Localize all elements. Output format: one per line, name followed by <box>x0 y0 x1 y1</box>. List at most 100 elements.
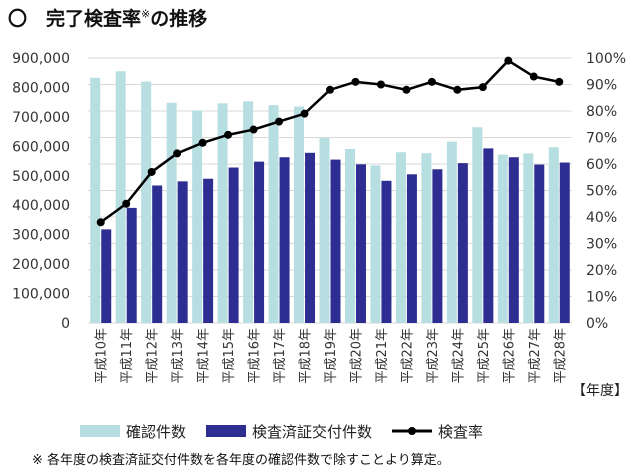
right-tick-label: 60% <box>586 157 617 173</box>
x-tick-label: 平成17年 <box>273 328 288 384</box>
chart-title: 〇 完了検査率※の推移 <box>8 7 208 30</box>
legend-label-rate: 検査率 <box>438 422 484 441</box>
footnote: ※ 各年度の検査済証交付件数を各年度の確認件数で除すことより算定。 <box>32 453 450 468</box>
rate-point <box>173 149 182 158</box>
rate-point <box>351 77 360 86</box>
right-tick-label: 0% <box>586 316 608 332</box>
bar-certificates <box>177 181 188 323</box>
bar-confirmations <box>421 153 432 323</box>
right-tick-label: 50% <box>586 184 617 200</box>
rate-point <box>96 218 105 227</box>
x-tick-label: 平成18年 <box>299 328 314 384</box>
rate-point <box>529 72 538 81</box>
x-tick-label: 平成11年 <box>120 328 135 384</box>
bar-certificates <box>305 152 316 323</box>
bar-confirmations <box>370 165 381 323</box>
right-tick-label: 70% <box>586 131 617 147</box>
rate-point <box>453 85 462 94</box>
right-tick-label: 10% <box>586 290 617 306</box>
legend-swatch-certificates <box>206 425 247 437</box>
right-tick-label: 100% <box>586 51 626 67</box>
bar-certificates <box>559 162 570 323</box>
left-tick-label: 200,000 <box>12 257 70 273</box>
bar-certificates <box>228 167 239 323</box>
chart-area: 0 100,000 200,000 300,000 400,000 500,000 600,… <box>12 51 628 399</box>
rate-point <box>198 138 207 147</box>
bar-certificates <box>203 178 214 323</box>
x-tick-label: 平成19年 <box>324 328 339 384</box>
left-axis-ticks: 0 100,000 200,000 300,000 400,000 500,000 600,… <box>12 51 70 332</box>
right-tick-label: 30% <box>586 237 617 253</box>
bar-confirmations <box>395 152 406 323</box>
legend-swatch-confirmations <box>80 425 120 437</box>
rate-point <box>376 80 385 89</box>
rate-point <box>147 167 156 176</box>
x-tick-label: 平成21年 <box>375 328 390 384</box>
bar-certificates <box>534 164 545 323</box>
right-tick-label: 20% <box>586 263 617 279</box>
bar-certificates <box>381 180 392 323</box>
rate-point <box>555 77 564 86</box>
right-tick-label: 40% <box>586 210 617 226</box>
x-tick-label: 平成12年 <box>146 328 161 384</box>
x-tick-label: 平成28年 <box>553 328 568 384</box>
bar-confirmations <box>497 154 508 323</box>
bar-confirmations <box>141 81 152 323</box>
rate-point <box>402 85 411 94</box>
bar-certificates <box>432 169 443 323</box>
bar-confirmations <box>90 77 101 323</box>
x-tick-label: 平成20年 <box>349 328 364 384</box>
legend-label-confirmations: 確認件数 <box>126 422 187 441</box>
right-axis-ticks: 0% 10% 20% 30% 40% 50% 60% 70% 80% 90% 100% <box>586 51 626 332</box>
bar-certificates <box>457 163 468 323</box>
left-tick-label: 800,000 <box>12 80 70 96</box>
legend-label-certificates: 検査済証交付件数 <box>252 422 373 441</box>
x-axis-unit-label: 【年度】 <box>572 383 628 399</box>
left-tick-label: 600,000 <box>12 139 70 155</box>
x-tick-label: 平成22年 <box>400 328 415 384</box>
x-tick-label: 平成27年 <box>528 328 543 384</box>
legend-item-certificates: 検査済証交付件数 <box>206 421 372 442</box>
x-tick-label: 平成15年 <box>222 328 237 384</box>
left-tick-label: 0 <box>61 316 70 332</box>
left-tick-label: 500,000 <box>12 169 70 185</box>
x-tick-label: 平成14年 <box>197 328 212 384</box>
bar-confirmations <box>268 105 279 323</box>
rate-point <box>300 109 309 118</box>
left-tick-label: 100,000 <box>12 287 70 303</box>
right-tick-label: 90% <box>586 78 617 94</box>
x-tick-label: 平成10年 <box>95 328 110 384</box>
bar-certificates <box>254 161 265 323</box>
bar-certificates <box>152 185 163 323</box>
bar-confirmations <box>192 110 203 324</box>
rate-point <box>478 83 487 92</box>
bar-certificates <box>330 159 341 323</box>
rate-line-series <box>96 56 564 227</box>
x-tick-label: 平成25年 <box>477 328 492 384</box>
bar-confirmations <box>548 147 559 323</box>
legend-item-rate: 検査率 <box>392 421 483 442</box>
bar-certificates <box>101 229 112 323</box>
bar-certificates <box>279 157 290 323</box>
legend: 確認件数 検査済証交付件数 検査率 <box>80 419 483 443</box>
x-axis-labels: 平成10年 平成11年 平成12年 平成13年 平成14年 平成15年 平成16年 平成17年… <box>95 328 569 384</box>
rate-point <box>326 85 334 94</box>
bar-certificates <box>126 207 137 323</box>
bar-confirmations <box>166 102 177 323</box>
bar-confirmations <box>115 71 126 323</box>
x-tick-label: 平成26年 <box>502 328 517 384</box>
x-tick-label: 平成16年 <box>248 328 263 384</box>
right-tick-label: 80% <box>586 104 617 120</box>
bar-confirmations <box>319 138 330 323</box>
left-tick-label: 400,000 <box>12 198 70 214</box>
legend-item-confirmations: 確認件数 <box>80 421 186 442</box>
bar-series <box>90 71 570 324</box>
bar-confirmations <box>243 101 254 324</box>
rate-point <box>275 117 284 126</box>
bar-certificates <box>355 164 366 323</box>
left-tick-label: 700,000 <box>12 110 70 126</box>
left-tick-label: 300,000 <box>12 228 70 244</box>
rate-point <box>122 199 131 208</box>
bar-confirmations <box>344 148 355 323</box>
left-tick-label: 900,000 <box>12 51 70 67</box>
